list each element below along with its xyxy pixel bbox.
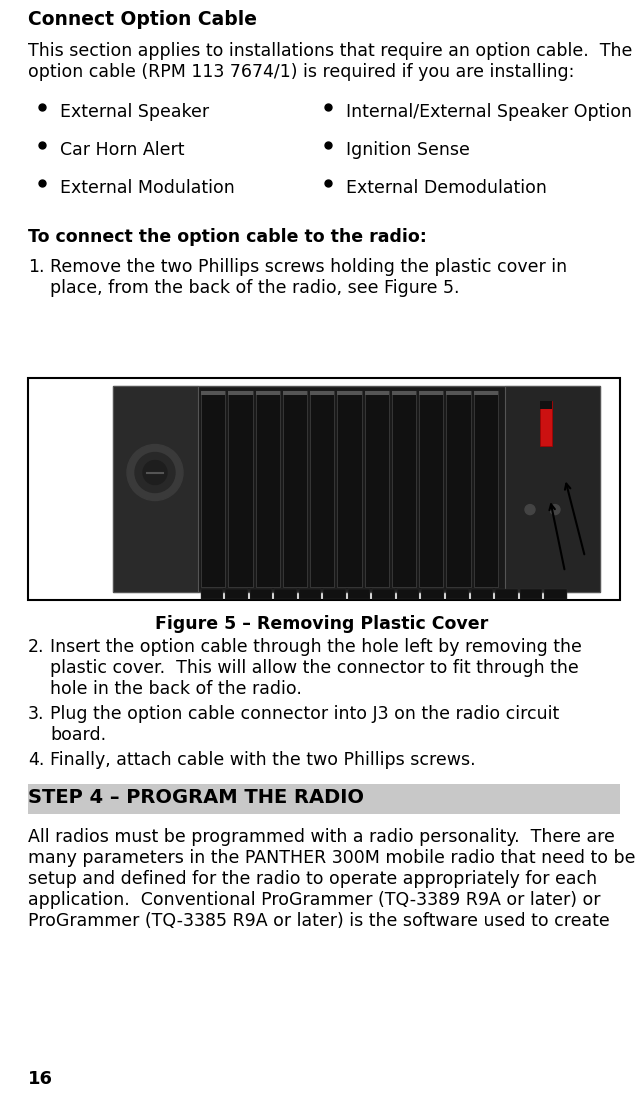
Text: This section applies to installations that require an option cable.  The: This section applies to installations th…: [28, 42, 632, 60]
Text: place, from the back of the radio, see Figure 5.: place, from the back of the radio, see F…: [50, 279, 460, 296]
Text: Remove the two Phillips screws holding the plastic cover in: Remove the two Phillips screws holding t…: [50, 258, 567, 276]
Text: External Speaker: External Speaker: [60, 103, 209, 121]
Bar: [421, 589, 444, 600]
Bar: [299, 589, 322, 600]
Bar: [323, 589, 346, 600]
Bar: [419, 391, 444, 587]
Bar: [283, 391, 307, 587]
Text: To connect the option cable to the radio:: To connect the option cable to the radio…: [28, 228, 427, 246]
Text: 16: 16: [28, 1069, 53, 1088]
Text: External Modulation: External Modulation: [60, 179, 235, 197]
Bar: [471, 589, 493, 600]
Bar: [310, 391, 334, 587]
Text: Connect Option Cable: Connect Option Cable: [28, 10, 257, 29]
Bar: [474, 391, 498, 395]
Circle shape: [525, 505, 535, 515]
Bar: [201, 391, 225, 587]
Bar: [228, 391, 253, 395]
Text: Figure 5 – Removing Plastic Cover: Figure 5 – Removing Plastic Cover: [155, 615, 488, 634]
Bar: [372, 589, 395, 600]
Bar: [544, 589, 566, 600]
Bar: [505, 386, 600, 592]
Bar: [365, 391, 389, 395]
Text: hole in the back of the radio.: hole in the back of the radio.: [50, 680, 302, 698]
Text: Internal/External Speaker Option: Internal/External Speaker Option: [346, 103, 632, 121]
Text: application.  Conventional ProGrammer (TQ-3389 R9A or later) or: application. Conventional ProGrammer (TQ…: [28, 890, 601, 909]
Bar: [28, 378, 620, 600]
Circle shape: [550, 505, 560, 515]
Bar: [540, 401, 552, 446]
Text: 4.: 4.: [28, 751, 44, 769]
Bar: [495, 589, 518, 600]
Text: ProGrammer (TQ-3385 R9A or later) is the software used to create: ProGrammer (TQ-3385 R9A or later) is the…: [28, 912, 610, 930]
Bar: [338, 391, 361, 395]
Text: Finally, attach cable with the two Phillips screws.: Finally, attach cable with the two Phill…: [50, 751, 476, 769]
Bar: [28, 784, 620, 814]
Text: Insert the option cable through the hole left by removing the: Insert the option cable through the hole…: [50, 638, 582, 656]
Text: option cable (RPM 113 7674/1) is required if you are installing:: option cable (RPM 113 7674/1) is require…: [28, 63, 574, 81]
Bar: [365, 391, 389, 587]
Text: Car Horn Alert: Car Horn Alert: [60, 141, 185, 159]
Bar: [348, 589, 370, 600]
Text: 2.: 2.: [28, 638, 44, 656]
Bar: [392, 391, 416, 587]
Bar: [201, 589, 223, 600]
Text: 1.: 1.: [28, 258, 44, 276]
Bar: [338, 391, 361, 587]
Text: many parameters in the PANTHER 300M mobile radio that need to be: many parameters in the PANTHER 300M mobi…: [28, 849, 635, 867]
Bar: [446, 589, 469, 600]
Bar: [255, 391, 280, 395]
Bar: [397, 589, 419, 600]
Circle shape: [127, 445, 183, 501]
Text: plastic cover.  This will allow the connector to fit through the: plastic cover. This will allow the conne…: [50, 659, 579, 677]
Text: Ignition Sense: Ignition Sense: [346, 141, 470, 159]
Bar: [274, 589, 296, 600]
Bar: [520, 589, 542, 600]
Circle shape: [143, 460, 167, 484]
Bar: [446, 391, 471, 395]
Text: setup and defined for the radio to operate appropriately for each: setup and defined for the radio to opera…: [28, 870, 597, 888]
Bar: [540, 401, 552, 408]
Bar: [113, 386, 198, 592]
Bar: [225, 589, 248, 600]
Bar: [392, 391, 416, 395]
Text: Plug the option cable connector into J3 on the radio circuit: Plug the option cable connector into J3 …: [50, 705, 559, 722]
Bar: [113, 386, 600, 592]
Text: STEP 4 – PROGRAM THE RADIO: STEP 4 – PROGRAM THE RADIO: [28, 788, 364, 807]
Bar: [283, 391, 307, 395]
Text: 3.: 3.: [28, 705, 44, 722]
Bar: [474, 391, 498, 587]
Bar: [201, 391, 225, 395]
Bar: [446, 391, 471, 587]
Circle shape: [135, 452, 175, 493]
Text: All radios must be programmed with a radio personality.  There are: All radios must be programmed with a rad…: [28, 828, 615, 845]
Bar: [228, 391, 253, 587]
Bar: [249, 589, 272, 600]
Bar: [255, 391, 280, 587]
Bar: [419, 391, 444, 395]
Text: External Demodulation: External Demodulation: [346, 179, 547, 197]
Bar: [310, 391, 334, 395]
Text: board.: board.: [50, 726, 106, 744]
